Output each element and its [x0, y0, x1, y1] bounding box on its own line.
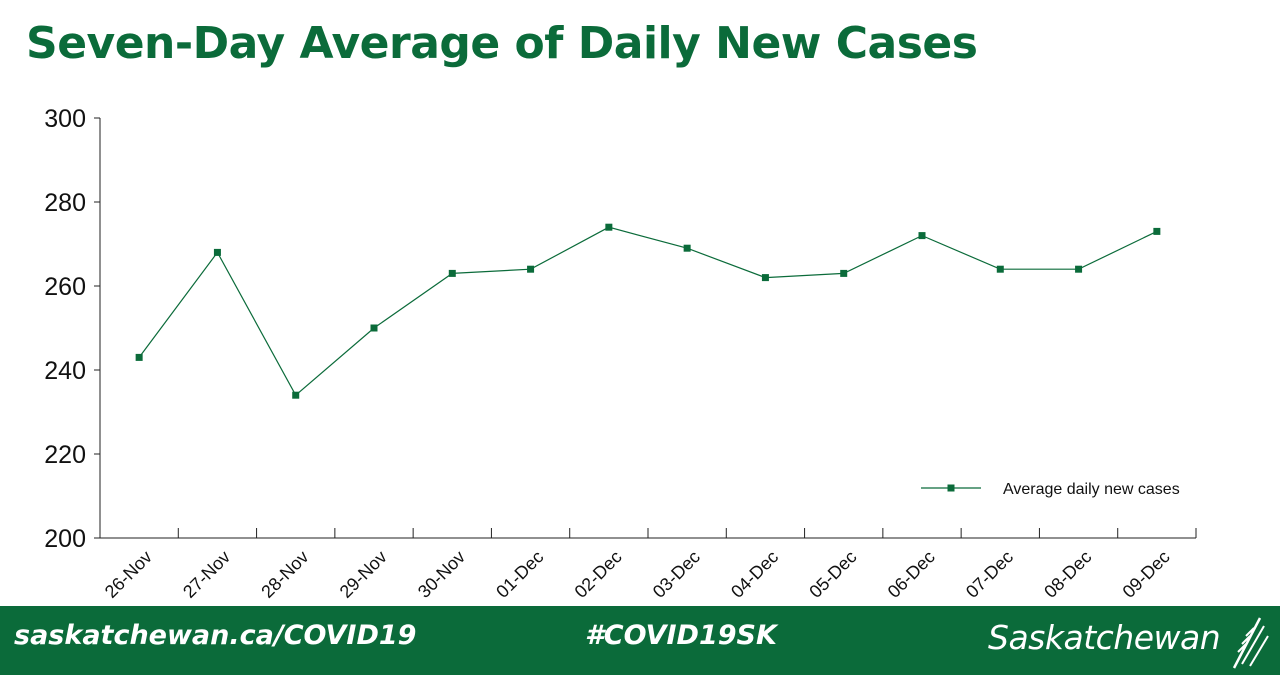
- data-point: [1153, 227, 1161, 235]
- x-tick-label: 06-Dec: [884, 547, 939, 602]
- footer-hashtag: #COVID19SK: [585, 620, 777, 651]
- chart-legend: Average daily new cases: [921, 481, 1180, 498]
- x-tick-label: 30-Nov: [414, 547, 469, 602]
- data-point: [918, 232, 926, 240]
- series-line: [138, 226, 1158, 397]
- y-tick-label: 260: [44, 273, 86, 301]
- x-tick-label: 02-Dec: [571, 547, 626, 602]
- y-tick-label: 200: [44, 525, 86, 553]
- data-point: [213, 248, 221, 256]
- x-tick-label: 26-Nov: [101, 547, 156, 602]
- data-point: [1075, 265, 1083, 273]
- y-tick-label: 300: [44, 105, 86, 133]
- legend-marker: [947, 484, 955, 492]
- data-point: [840, 269, 848, 277]
- x-tick-label: 07-Dec: [962, 547, 1017, 602]
- footer-brand-logo: Saskatchewan: [988, 618, 1221, 657]
- x-tick-label: 04-Dec: [727, 547, 782, 602]
- data-point: [996, 265, 1004, 273]
- y-tick-label: 220: [44, 441, 86, 469]
- chart-series: [135, 223, 1161, 399]
- y-tick-label: 280: [44, 189, 86, 217]
- x-tick-label: 01-Dec: [492, 547, 547, 602]
- data-point: [527, 265, 535, 273]
- footer-bar: saskatchewan.ca/COVID19 #COVID19SK Saska…: [0, 606, 1280, 675]
- data-point: [448, 269, 456, 277]
- chart-axes: 200 220 240 260 280 300 26-Nov 27-Nov 28-Nov 29-N…: [44, 105, 1197, 602]
- y-tick-label: 240: [44, 357, 86, 385]
- wheat-logo-icon: [1232, 617, 1269, 669]
- legend-label: Average daily new cases: [1003, 481, 1180, 498]
- data-point: [683, 244, 691, 252]
- data-point: [135, 353, 143, 361]
- x-tick-label: 03-Dec: [649, 547, 704, 602]
- footer-url-link[interactable]: saskatchewan.ca/COVID19: [14, 620, 417, 651]
- data-point: [605, 223, 613, 231]
- line-chart: 200 220 240 260 280 300 26-Nov 27-Nov 28-Nov 29-N…: [44, 105, 1197, 602]
- data-point: [292, 391, 300, 399]
- data-point: [370, 324, 378, 332]
- x-tick-label: 09-Dec: [1119, 547, 1174, 602]
- x-tick-label: 29-Nov: [336, 547, 391, 602]
- x-tick-label: 08-Dec: [1040, 547, 1095, 602]
- chart-title: Seven-Day Average of Daily New Cases: [26, 18, 978, 69]
- x-tick-label: 05-Dec: [805, 547, 860, 602]
- x-tick-label: 28-Nov: [257, 547, 312, 602]
- x-tick-label: 27-Nov: [179, 547, 234, 602]
- data-point: [761, 274, 769, 282]
